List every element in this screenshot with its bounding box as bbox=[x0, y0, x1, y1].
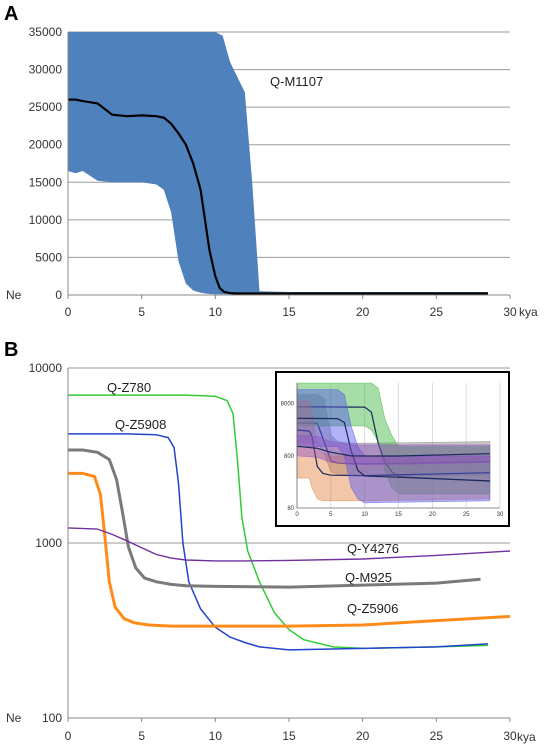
series-label-q-z5906: Q-Z5906 bbox=[347, 601, 398, 616]
panel-a-x-tick-labels: 0 5 10 15 20 25 30 bbox=[65, 305, 517, 319]
x-tick-label: 5 bbox=[138, 305, 145, 319]
panel-b-y-axis-label: Ne bbox=[6, 711, 22, 725]
y-tick-label: 10000 bbox=[29, 213, 63, 227]
panel-b-gridlines bbox=[68, 367, 510, 544]
series-label-q-z780: Q-Z780 bbox=[107, 380, 151, 395]
x-tick-label: 20 bbox=[356, 729, 370, 743]
inset-x-tick-label: 15 bbox=[395, 512, 402, 518]
inset-gridlines bbox=[330, 383, 501, 508]
series-line-4 bbox=[68, 471, 511, 628]
series-line-6 bbox=[67, 527, 511, 562]
x-tick-label: 0 bbox=[65, 305, 72, 319]
inset-y-tick-labels: 80 800 8000 bbox=[281, 402, 295, 512]
x-tick-label: 25 bbox=[430, 305, 444, 319]
series-line-2 bbox=[68, 448, 481, 589]
x-tick-label: 15 bbox=[282, 729, 296, 743]
panel-b-y-tick-labels: 100 1000 10000 bbox=[29, 361, 63, 725]
inset-x-tick-label: 25 bbox=[463, 512, 470, 518]
panel-a-letter: A bbox=[4, 3, 18, 25]
series-line-1 bbox=[68, 433, 488, 651]
inset-y-tick-label: 800 bbox=[284, 454, 295, 460]
inset-x-tick-label: 30 bbox=[497, 512, 504, 518]
series-line-0 bbox=[68, 394, 488, 650]
panel-b-axes bbox=[67, 368, 511, 722]
inset-axes bbox=[296, 383, 500, 509]
inset-median-2 bbox=[296, 429, 490, 477]
series-label-q-z5908: Q-Z5908 bbox=[115, 417, 166, 432]
median-line-q-m1107 bbox=[68, 98, 488, 295]
inset-median-1 bbox=[296, 406, 490, 482]
panel-a-y-axis-label: Ne bbox=[6, 288, 22, 302]
y-tick-label: 15000 bbox=[29, 175, 63, 189]
y-tick-label: 0 bbox=[55, 288, 62, 302]
x-tick-label: 10 bbox=[209, 305, 223, 319]
panel-a-y-tick-labels: 0 5000 10000 15000 20000 25000 30000 35000 bbox=[29, 25, 63, 302]
panel-a: A 0 5000 10000 15000 20000 25000 30000 35000 0 5… bbox=[4, 3, 538, 319]
inset-band-3 bbox=[296, 389, 491, 504]
inset-bands bbox=[296, 382, 491, 504]
x-tick-label: 0 bbox=[65, 729, 72, 743]
inset-median-3 bbox=[296, 417, 490, 482]
inset-x-tick-label: 5 bbox=[329, 512, 333, 518]
x-tick-label: 10 bbox=[209, 729, 223, 743]
panel-b-x-unit-label: kya bbox=[517, 730, 536, 744]
inset-x-tick-label: 0 bbox=[295, 512, 299, 518]
panel-a-median-line bbox=[68, 98, 488, 295]
panel-a-axes bbox=[67, 32, 511, 299]
confidence-band-area bbox=[68, 32, 488, 295]
inset-x-tick-label: 10 bbox=[361, 512, 368, 518]
inset-x-tick-label: 20 bbox=[429, 512, 436, 518]
inset-band-4 bbox=[296, 434, 491, 465]
panel-b-inset: 80 800 8000 0 5 10 15 20 25 30 bbox=[275, 371, 510, 527]
x-tick-label: 5 bbox=[138, 729, 145, 743]
inset-y-tick-label: 8000 bbox=[281, 402, 295, 408]
y-tick-label: 25000 bbox=[29, 100, 63, 114]
y-tick-label: 20000 bbox=[29, 138, 63, 152]
x-tick-label: 30 bbox=[503, 305, 517, 319]
inset-median-4 bbox=[296, 445, 490, 457]
y-tick-label: 5000 bbox=[35, 250, 62, 264]
panel-b-series-lines bbox=[67, 394, 511, 651]
series-label-q-m925: Q-M925 bbox=[345, 570, 392, 585]
panel-a-series-label: Q-M1107 bbox=[270, 74, 323, 89]
x-tick-label: 15 bbox=[282, 305, 296, 319]
inset-y-tick-label: 80 bbox=[287, 506, 294, 512]
panel-a-x-unit-label: kya bbox=[519, 305, 538, 319]
x-tick-label: 25 bbox=[430, 729, 444, 743]
x-tick-label: 30 bbox=[503, 729, 517, 743]
y-tick-label: 100 bbox=[42, 711, 62, 725]
series-label-q-y4276: Q-Y4276 bbox=[347, 541, 399, 556]
panel-a-confidence-band bbox=[68, 32, 488, 295]
y-tick-label: 35000 bbox=[29, 25, 63, 39]
y-tick-label: 30000 bbox=[29, 63, 63, 77]
x-tick-label: 20 bbox=[356, 305, 370, 319]
panel-b-x-tick-labels: 0 5 10 15 20 25 30 bbox=[65, 729, 517, 743]
panel-b-letter: B bbox=[4, 339, 18, 361]
y-tick-label: 1000 bbox=[35, 536, 62, 550]
inset-x-tick-labels: 0 5 10 15 20 25 30 bbox=[295, 512, 504, 518]
y-tick-label: 10000 bbox=[29, 361, 63, 375]
